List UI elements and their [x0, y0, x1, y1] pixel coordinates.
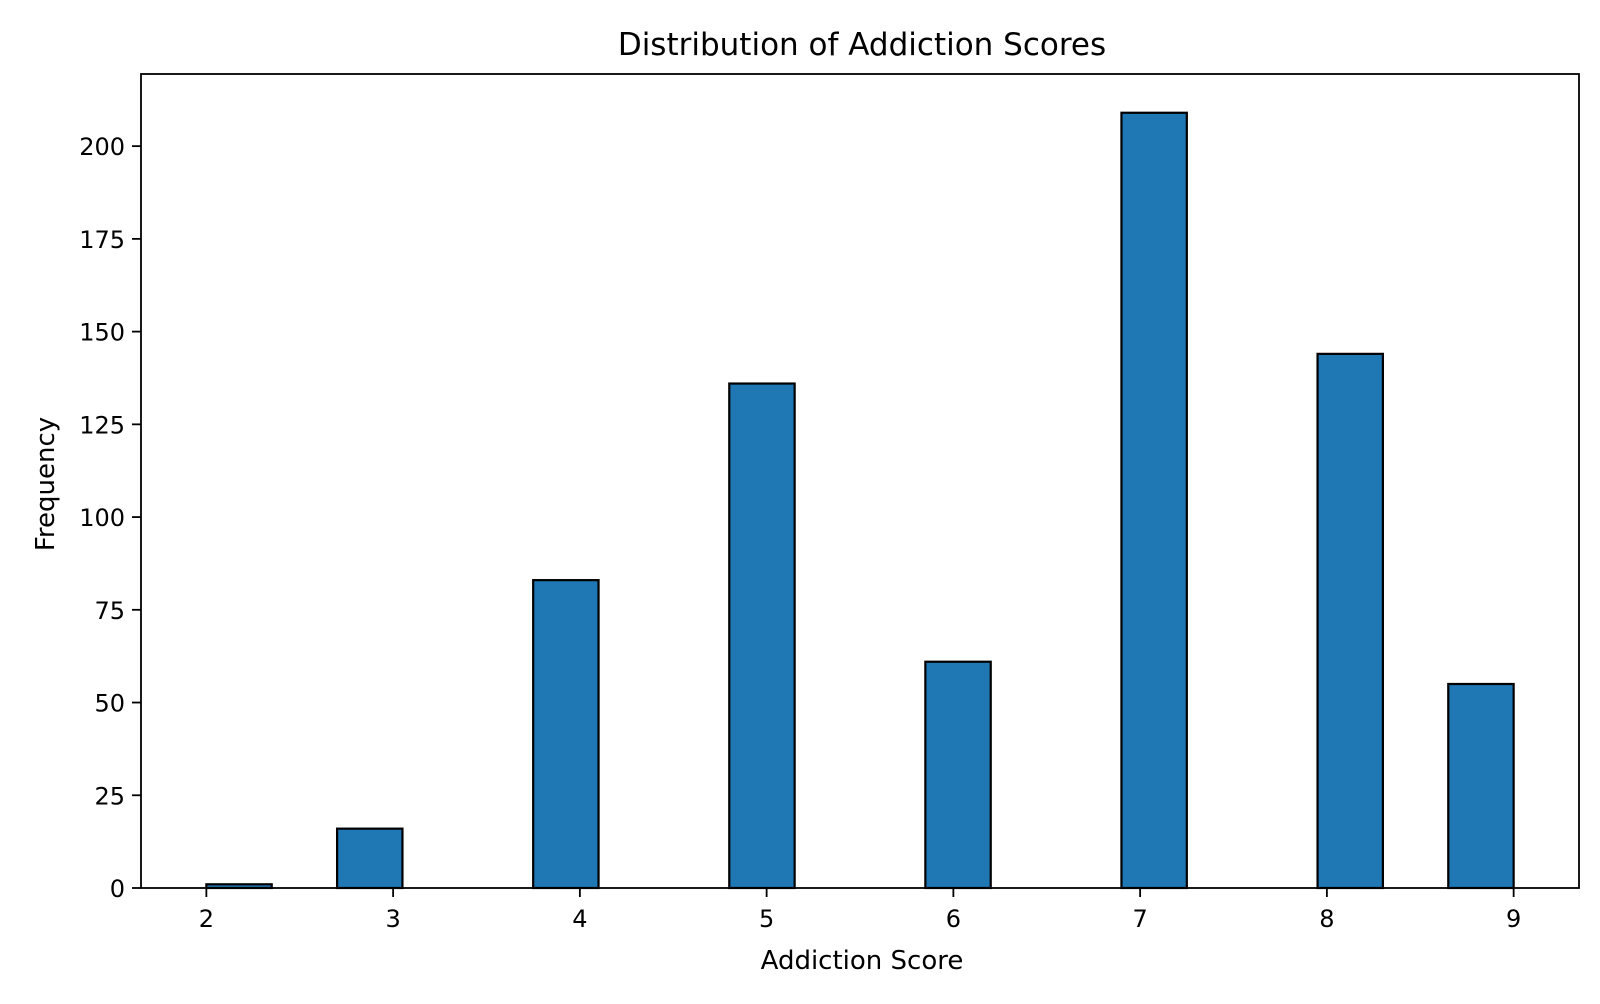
y-tick-label: 50	[94, 690, 125, 718]
bar-score-bin-7	[1316, 352, 1385, 890]
y-tick-label: 150	[79, 319, 125, 347]
plot-area: 2 3 4 5 6 7 8 9 0 25 50 75 100 125 150 175 200	[79, 73, 1580, 933]
y-tick-label: 25	[94, 782, 125, 810]
x-tick-label: 8	[1319, 905, 1334, 933]
x-tick-label: 9	[1506, 905, 1521, 933]
bar-score-bin-3	[532, 579, 600, 890]
bar-score-bin-4	[728, 382, 796, 890]
x-tick-label: 6	[946, 905, 961, 933]
x-tick-label: 4	[572, 905, 587, 933]
axes-frame	[140, 73, 1580, 889]
x-tick-label: 2	[199, 905, 214, 933]
bar-score-bin-2	[335, 827, 404, 890]
chart-title: Distribution of Addiction Scores	[618, 27, 1106, 63]
y-tick-label: 0	[110, 875, 125, 903]
x-axis-label: Addiction Score	[761, 946, 964, 976]
y-tick-label: 100	[79, 504, 125, 532]
bar-score-bin-6	[1120, 111, 1188, 890]
x-tick-label: 7	[1132, 905, 1147, 933]
y-tick-label: 200	[79, 133, 125, 161]
bar-score-bin-8	[1447, 682, 1515, 890]
x-tick-label: 3	[385, 905, 400, 933]
y-tick-label: 75	[94, 597, 125, 625]
bar-score-bin-5	[924, 660, 992, 890]
y-tick-label: 125	[79, 411, 125, 439]
y-tick-label: 175	[79, 226, 125, 254]
y-axis-label: Frequency	[31, 417, 61, 551]
x-tick-label: 5	[759, 905, 774, 933]
